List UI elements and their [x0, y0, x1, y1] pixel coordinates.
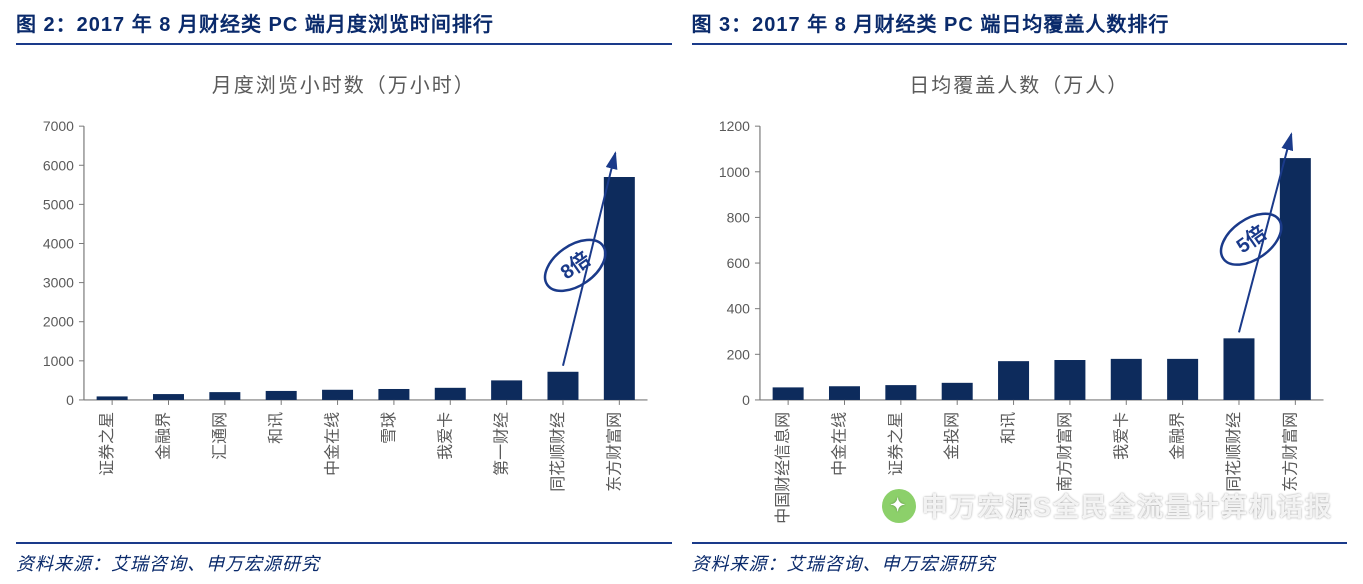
y-tick-label: 5000 [43, 196, 74, 212]
x-tick-label: 金融界 [1168, 412, 1186, 460]
x-tick-label: 同花顺财经 [1224, 412, 1242, 492]
bar [772, 387, 803, 400]
x-tick-label: 东方财富网 [605, 412, 623, 492]
y-tick-label: 200 [726, 346, 750, 362]
right-footer: 资料来源：艾瑞咨询、申万宏源研究 [692, 542, 1348, 576]
bar [435, 388, 466, 400]
right-chart: 0 200 400 600 800 1000 1200 中国财经信息网 中金在线 证券之星 金投网 和… [702, 116, 1338, 530]
bar [153, 394, 184, 400]
bar [1167, 359, 1198, 400]
right-chart-wrap: 日均覆盖人数（万人） 0 200 400 600 800 1000 1200 中国财经信息网 中… [692, 53, 1348, 534]
bar [998, 361, 1029, 400]
x-tick-label: 我爱卡 [436, 412, 454, 460]
x-tick-label: 雪球 [380, 412, 398, 444]
bar [885, 385, 916, 400]
x-tick-label: 中金在线 [830, 412, 848, 476]
annotation-ellipse: 8倍 [536, 230, 615, 302]
x-tick-label: 金投网 [943, 412, 961, 460]
bar [1223, 338, 1254, 400]
left-footer: 资料来源：艾瑞咨询、申万宏源研究 [16, 542, 672, 576]
bar [1054, 360, 1085, 400]
left-panel: 图 2：2017 年 8 月财经类 PC 端月度浏览时间排行 月度浏览小时数（万… [16, 8, 672, 576]
y-tick-label: 4000 [43, 235, 74, 251]
y-tick-label: 6000 [43, 157, 74, 173]
x-tick-label: 同花顺财经 [549, 412, 567, 492]
bar [1279, 158, 1310, 400]
bar [941, 383, 972, 400]
y-tick-label: 0 [66, 392, 74, 408]
bar [491, 380, 522, 400]
y-tick-label: 2000 [43, 314, 74, 330]
x-tick-label: 证券之星 [98, 412, 116, 476]
x-tick-label: 和讯 [267, 412, 285, 444]
left-chart: 0 1000 2000 3000 4000 5000 6000 7000 证券之星 金融界 汇通网 和… [26, 116, 662, 530]
x-tick-label: 第一财经 [493, 412, 511, 476]
bar [378, 389, 409, 400]
x-tick-label: 汇通网 [211, 412, 229, 460]
bar [322, 390, 353, 400]
bar [828, 386, 859, 400]
x-tick-label: 金融界 [154, 412, 172, 460]
y-tick-label: 1200 [718, 118, 749, 134]
right-panel: 图 3：2017 年 8 月财经类 PC 端日均覆盖人数排行 日均覆盖人数（万人… [692, 8, 1348, 576]
bar [209, 392, 240, 400]
bar [604, 177, 635, 400]
y-tick-label: 800 [726, 209, 750, 225]
y-tick-label: 1000 [43, 353, 74, 369]
y-tick-label: 600 [726, 255, 750, 271]
x-tick-label: 证券之星 [886, 412, 904, 476]
y-tick-label: 3000 [43, 275, 74, 291]
bar [97, 396, 128, 400]
left-header: 图 2：2017 年 8 月财经类 PC 端月度浏览时间排行 [16, 8, 672, 45]
x-tick-label: 和讯 [999, 412, 1017, 444]
y-tick-label: 7000 [43, 118, 74, 134]
annotation-ellipse: 5倍 [1211, 203, 1290, 275]
left-chart-wrap: 月度浏览小时数（万小时） 0 1000 2000 3000 4000 5000 6000 70… [16, 53, 672, 534]
bar [547, 372, 578, 400]
x-tick-label: 东方财富网 [1281, 412, 1299, 492]
bar [266, 391, 297, 400]
right-header: 图 3：2017 年 8 月财经类 PC 端日均覆盖人数排行 [692, 8, 1348, 45]
x-tick-label: 我爱卡 [1112, 412, 1130, 460]
x-tick-label: 中金在线 [324, 412, 342, 476]
right-chart-title: 日均覆盖人数（万人） [702, 69, 1338, 98]
x-tick-label: 南方财富网 [1055, 412, 1073, 492]
y-tick-label: 400 [726, 301, 750, 317]
x-tick-label: 中国财经信息网 [774, 412, 792, 524]
bar [1110, 359, 1141, 400]
y-tick-label: 1000 [718, 164, 749, 180]
left-chart-title: 月度浏览小时数（万小时） [26, 69, 662, 98]
y-tick-label: 0 [742, 392, 750, 408]
